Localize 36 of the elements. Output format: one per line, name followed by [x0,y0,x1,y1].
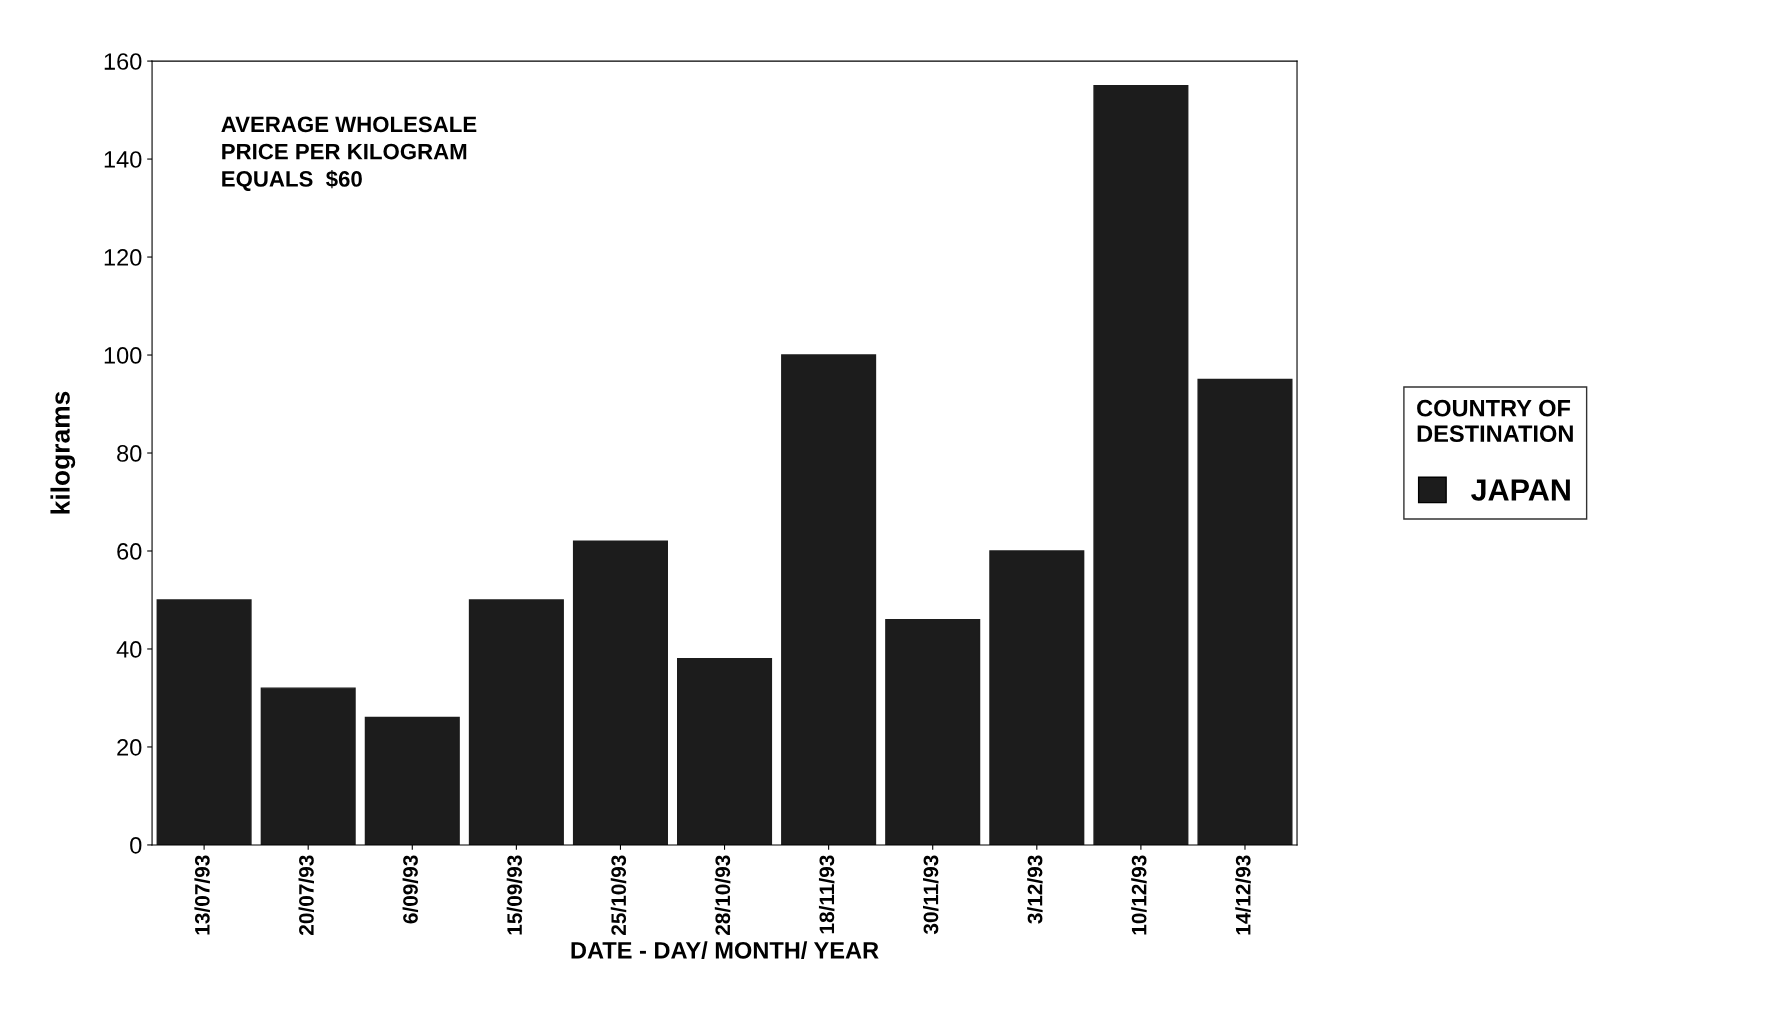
bar [989,550,1085,845]
y-tick-label: 60 [117,543,142,560]
legend-title: COUNTRY OF DESTINATION [1417,399,1573,443]
x-tick-label: 10/12/93 [1131,855,1147,935]
y-tick-label: 40 [116,641,142,658]
x-tick-label: 14/12/93 [1235,855,1251,935]
x-tick-label: 20/07/93 [298,855,314,936]
bar [260,687,356,845]
y-tick-label: 20 [117,739,142,756]
x-tick-label: 28/10/93 [714,855,731,936]
y-tick-label: 140 [104,151,142,168]
x-tick-label: 25/10/93 [610,855,627,936]
annotation: AVERAGE WHOLESALE PRICE PER KILOGRAM EQUALS $60 [221,116,477,191]
bar [364,716,460,845]
x-tick-label: 6/09/93 [402,855,419,924]
x-tick-label: 15/09/93 [506,855,523,935]
bar [156,599,252,845]
bar [1197,378,1293,845]
x-axis-title: DATE - DAY/ MONTH/ YEAR [571,941,879,959]
y-tick-label: 0 [130,837,142,854]
y-tick-label: 100 [104,347,142,364]
bar [677,658,773,845]
y-tick-label: 120 [104,249,142,266]
y-axis-title: kilograms [50,391,76,514]
x-tick-label: 13/07/93 [194,855,210,935]
bar [885,618,981,845]
y-tick-label: 80 [117,445,142,462]
x-tick-label: 18/11/93 [818,855,835,934]
bar [468,599,564,845]
x-tick-label: 3/12/93 [1027,855,1043,924]
x-tick-label: 30/11/93 [923,855,939,935]
y-tick-label: 160 [104,53,142,70]
bar [1093,84,1189,845]
legend-label: JAPAN [1471,479,1570,501]
bar [781,354,877,845]
bar [572,540,668,845]
